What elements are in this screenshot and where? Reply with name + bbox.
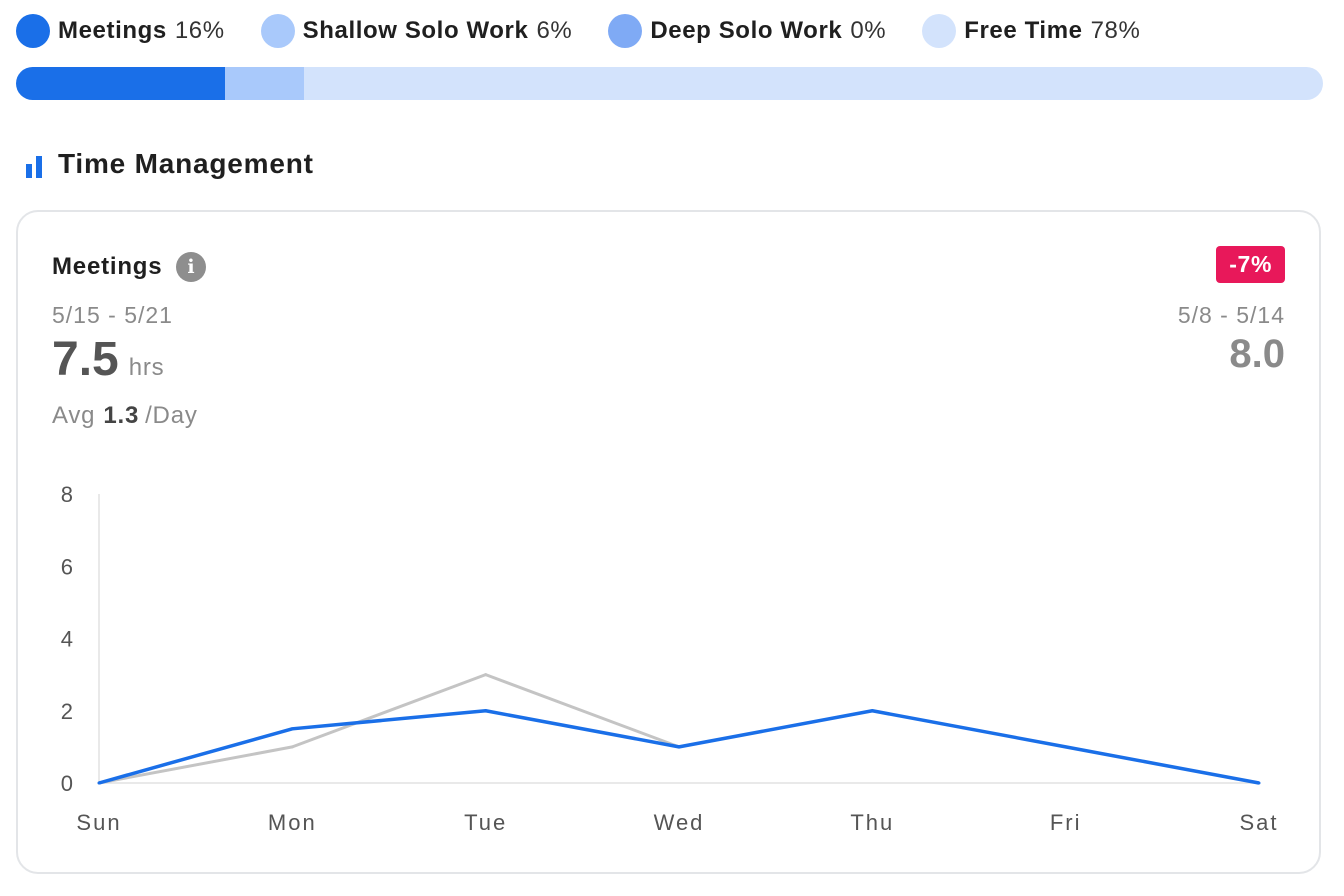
legend-pct: 0% <box>850 17 887 44</box>
change-badge: -7% <box>1216 246 1285 283</box>
data-point-current <box>1257 781 1261 785</box>
previous-value: 8.0 <box>1229 332 1285 376</box>
x-tick-label: Sun <box>76 810 121 835</box>
legend-pct: 78% <box>1090 17 1141 44</box>
previous-period: 5/8 - 5/14 <box>1177 302 1285 328</box>
y-tick-label: 8 <box>61 482 73 507</box>
y-tick-label: 2 <box>61 699 73 724</box>
legend: Meetings 16% Shallow Solo Work 6% Deep S… <box>16 12 1176 50</box>
data-point-previous <box>484 673 488 677</box>
current-period: 5/15 - 5/21 <box>52 302 173 328</box>
current-value-row: 7.5 hrs <box>52 332 164 387</box>
y-tick-label: 6 <box>61 554 73 579</box>
legend-pct: 6% <box>536 17 573 44</box>
legend-item-deep-solo-work: Deep Solo Work 0% <box>608 14 886 48</box>
data-point-previous <box>290 745 294 749</box>
legend-item-meetings: Meetings 16% <box>16 14 225 48</box>
legend-pct: 16% <box>174 17 225 44</box>
current-value: 7.5 <box>52 333 119 386</box>
time-distribution-bar <box>16 67 1323 100</box>
x-tick-label: Mon <box>268 810 317 835</box>
legend-name: Meetings <box>58 17 167 44</box>
legend-dot <box>922 14 957 48</box>
average-row: Avg 1.3/Day <box>52 402 198 430</box>
meetings-line-chart: 0 2 4 6 8 Sun Mon Tue Wed Thu Fri Sat <box>61 482 1278 835</box>
y-tick-label: 0 <box>61 771 73 796</box>
metric-title: Meetings <box>52 253 163 280</box>
avg-value: 1.3 <box>103 402 140 429</box>
data-point-current <box>677 745 681 749</box>
x-tick-label: Sat <box>1239 810 1278 835</box>
data-point-current <box>484 709 488 713</box>
section-title: Time Management <box>58 148 314 179</box>
y-tick-label: 4 <box>61 627 73 652</box>
data-point-current <box>1064 745 1068 749</box>
x-tick-label: Wed <box>654 810 705 835</box>
legend-name: Deep Solo Work <box>650 17 843 44</box>
x-tick-label: Tue <box>464 810 507 835</box>
legend-name: Free Time <box>964 17 1083 44</box>
bar-chart-icon <box>24 150 46 178</box>
x-tick-label: Fri <box>1050 810 1082 835</box>
legend-dot <box>608 14 643 48</box>
progress-segment-shallow-solo-work <box>225 67 304 100</box>
legend-dot <box>16 14 50 48</box>
x-tick-label: Thu <box>850 810 894 835</box>
metric-title-row: Meetings i <box>52 252 207 282</box>
legend-name: Shallow Solo Work <box>302 17 529 44</box>
progress-segment-meetings <box>16 67 226 100</box>
progress-segment-free-time <box>303 67 1323 100</box>
legend-item-free-time: Free Time 78% <box>922 14 1140 48</box>
data-point-current <box>290 727 294 731</box>
avg-unit: /Day <box>145 402 198 429</box>
series-line-previous <box>98 673 680 785</box>
legend-dot <box>260 14 295 48</box>
data-point-current <box>870 709 874 713</box>
avg-label: Avg <box>52 402 96 429</box>
section-header: Time Management <box>24 148 314 180</box>
meetings-card: Meetings i -7% 5/15 - 5/21 5/8 - 5/14 7.… <box>16 210 1321 874</box>
current-unit: hrs <box>128 354 165 381</box>
info-icon[interactable]: i <box>176 252 207 282</box>
data-point-current <box>97 781 101 785</box>
legend-item-shallow-solo-work: Shallow Solo Work 6% <box>260 14 573 48</box>
